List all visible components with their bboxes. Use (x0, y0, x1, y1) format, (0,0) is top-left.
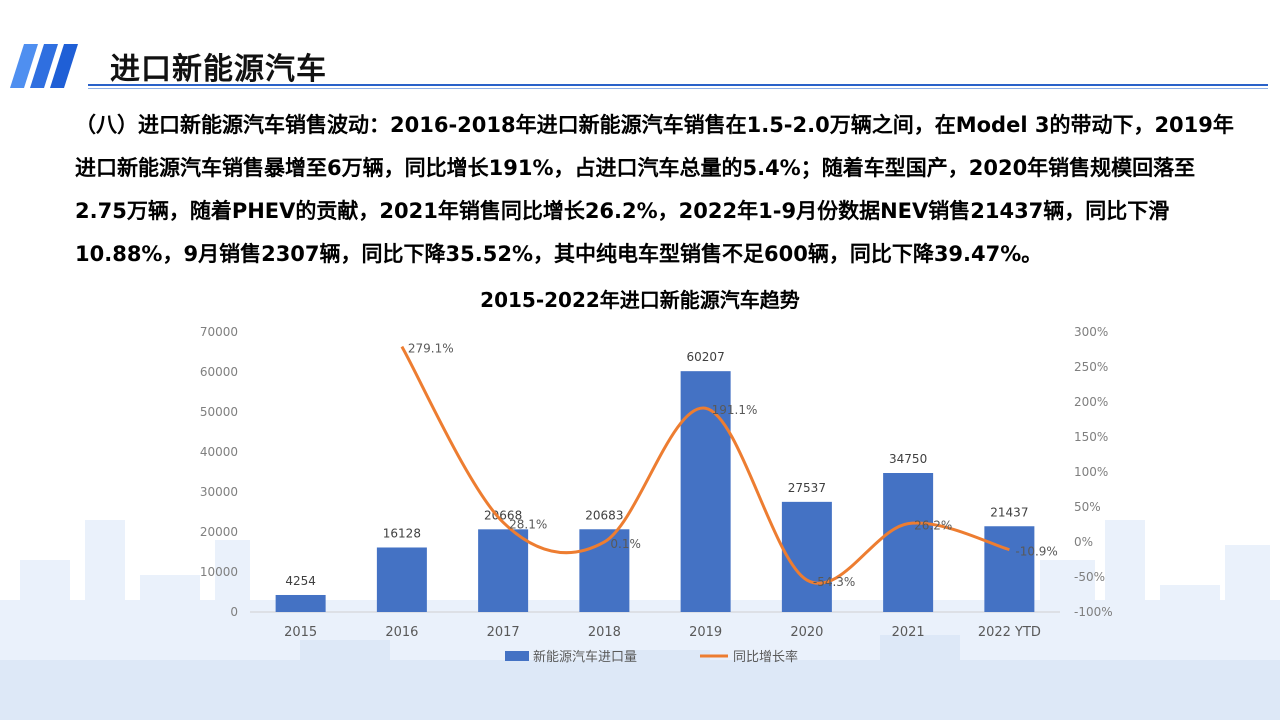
y-right-tick-label: 200% (1074, 395, 1108, 409)
bar (883, 473, 934, 612)
bar-data-label: 27537 (788, 481, 826, 495)
growth-rate-line (400, 345, 1010, 585)
line-data-label: -54.3% (813, 575, 855, 589)
y-right-tick-label: 100% (1074, 465, 1108, 479)
bar (275, 594, 326, 612)
x-tick-label: 2022 YTD (978, 625, 1041, 640)
header-divider-thin (88, 88, 1268, 89)
bar (478, 529, 529, 612)
x-tick-label: 2015 (284, 625, 317, 640)
line-data-label: 279.1% (408, 342, 454, 356)
line-data-label: -10.9% (1015, 545, 1057, 559)
bar (781, 501, 832, 612)
x-tick-label: 2017 (487, 625, 520, 640)
y-left-tick-label: 70000 (200, 325, 238, 339)
x-tick-label: 2019 (689, 625, 722, 640)
x-tick-label: 2016 (385, 625, 418, 640)
bar-data-label: 21437 (990, 505, 1028, 519)
y-left-tick-label: 60000 (200, 365, 238, 379)
line-data-label: 191.1% (712, 403, 758, 417)
x-tick-label: 2021 (892, 625, 925, 640)
y-right-tick-label: -100% (1074, 605, 1113, 619)
bar-data-label: 60207 (687, 350, 725, 364)
bar-data-label: 4254 (285, 574, 316, 588)
x-tick-label: 2018 (588, 625, 621, 640)
line-data-label: 0.1% (610, 537, 641, 551)
bar-data-label: 34750 (889, 452, 927, 466)
y-right-tick-label: -50% (1074, 570, 1105, 584)
legend-bar-label: 新能源汽车进口量 (533, 649, 637, 665)
bar (376, 547, 427, 612)
line-data-label: 28.1% (509, 517, 547, 531)
y-right-tick-label: 50% (1074, 500, 1101, 514)
header-divider (88, 84, 1268, 86)
header-stripes-icon (10, 44, 78, 88)
page-title: 进口新能源汽车 (110, 52, 327, 87)
bar-data-label: 16128 (383, 526, 421, 540)
legend-line-label: 同比增长率 (733, 649, 798, 665)
y-right-tick-label: 300% (1074, 325, 1108, 339)
y-right-tick-label: 250% (1074, 360, 1108, 374)
description-paragraph: （八）进口新能源汽车销售波动：2016-2018年进口新能源汽车销售在1.5-2… (75, 113, 1234, 266)
y-left-tick-label: 20000 (200, 525, 238, 539)
bar (680, 371, 731, 612)
line-data-label: 26.2% (914, 519, 952, 533)
y-left-tick-label: 50000 (200, 405, 238, 419)
chart-title: 2015-2022年进口新能源汽车趋势 (480, 288, 800, 312)
bar (984, 526, 1035, 612)
bar-data-label: 20683 (585, 508, 623, 522)
y-right-tick-label: 150% (1074, 430, 1108, 444)
y-left-tick-label: 30000 (200, 485, 238, 499)
legend-bar-swatch (505, 651, 529, 661)
y-left-tick-label: 40000 (200, 445, 238, 459)
y-left-tick-label: 10000 (200, 565, 238, 579)
x-tick-label: 2020 (790, 625, 823, 640)
y-left-tick-label: 0 (230, 605, 238, 619)
y-right-tick-label: 0% (1074, 535, 1093, 549)
